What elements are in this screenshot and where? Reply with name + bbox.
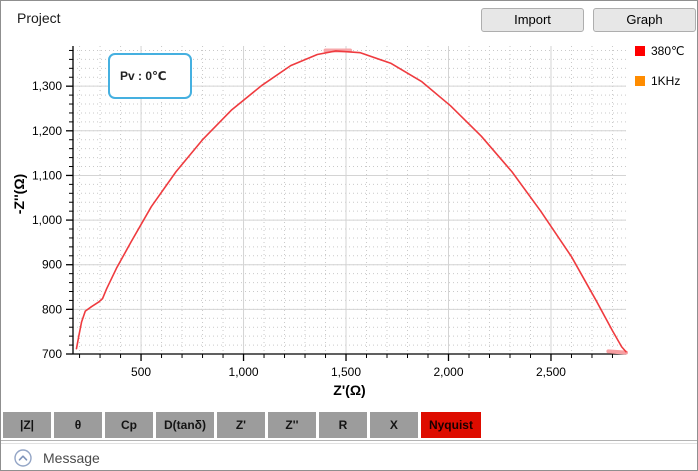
message-label: Message [43, 449, 100, 466]
tab-x[interactable]: X [369, 412, 418, 438]
tab-[interactable]: θ [54, 412, 102, 438]
legend-swatch-orange [635, 76, 645, 86]
y-axis-title: -Z''(Ω) [11, 173, 27, 215]
y-tick-label: 1,300 [32, 79, 62, 93]
import-button[interactable]: Import [481, 8, 584, 32]
x-tick-label: 2,500 [536, 365, 566, 379]
message-bar[interactable]: Message [1, 444, 697, 470]
y-tick-label: 900 [42, 258, 62, 272]
legend-label: 1KHz [651, 74, 681, 88]
x-tick-label: 1,500 [331, 365, 361, 379]
legend-label: 380℃ [651, 44, 685, 58]
tab-nyquist[interactable]: Nyquist [420, 412, 481, 438]
legend-swatch-red [635, 46, 645, 56]
y-tick-label: 1,100 [32, 168, 62, 182]
nyquist-curve [75, 50, 627, 353]
y-tick-label: 700 [42, 347, 62, 361]
graph-button[interactable]: Graph [593, 8, 696, 32]
page-title: Project [17, 10, 61, 26]
nyquist-chart: 500 1,000 1,500 2,000 2,500 700 800 900 1,000 1,1… [1, 36, 697, 412]
y-tick-label: 1,200 [32, 124, 62, 138]
collapse-chevron-up-icon[interactable] [14, 448, 32, 467]
header: Project Import Graph [1, 1, 697, 36]
x-axis-title: Z'(Ω) [333, 382, 366, 398]
legend-item: 1KHz [635, 74, 685, 88]
tab-dtan[interactable]: D(tanδ) [156, 412, 214, 438]
tab-z[interactable]: |Z| [3, 412, 51, 438]
tab-r[interactable]: R [318, 412, 367, 438]
chart-legend: 380℃ 1KHz [635, 44, 685, 104]
chart-canvas: 500 1,000 1,500 2,000 2,500 700 800 900 1,000 1,1… [32, 46, 628, 379]
tab-z[interactable]: Z'' [267, 412, 316, 438]
separator [1, 440, 697, 441]
separator [1, 443, 697, 444]
x-tick-label: 1,000 [229, 365, 259, 379]
tab-z[interactable]: Z' [216, 412, 265, 438]
y-tick-label: 1,000 [32, 213, 62, 227]
legend-item: 380℃ [635, 44, 685, 58]
x-tick-label: 500 [131, 365, 151, 379]
measurement-tab-row: |Z| θ Cp D(tanδ) Z' Z'' R X Nyquist [3, 412, 481, 438]
x-tick-label: 2,000 [433, 365, 463, 379]
y-tick-label: 800 [42, 302, 62, 316]
series-highlight [606, 349, 628, 355]
tab-cp[interactable]: Cp [105, 412, 153, 438]
pv-annotation[interactable]: Pv : 0℃ [108, 53, 192, 99]
